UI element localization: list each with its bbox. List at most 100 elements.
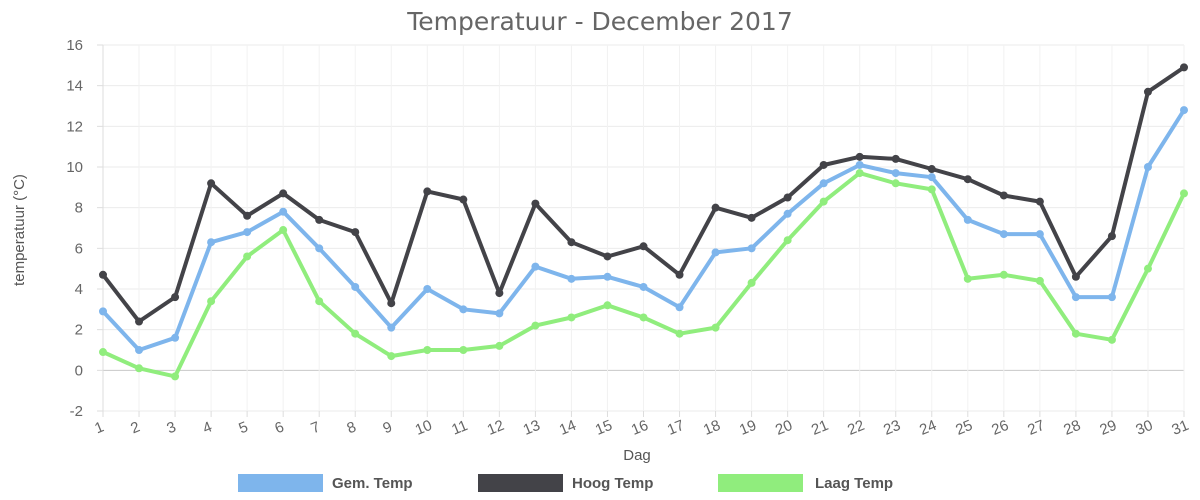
data-point[interactable] — [1071, 329, 1080, 338]
data-point[interactable] — [423, 285, 432, 293]
x-tick-label: 31 — [1169, 417, 1191, 439]
data-point[interactable] — [171, 372, 180, 381]
data-point[interactable] — [819, 197, 828, 206]
data-point[interactable] — [1071, 293, 1080, 302]
data-point[interactable] — [531, 199, 540, 208]
data-point[interactable] — [603, 272, 612, 281]
data-point[interactable] — [351, 282, 360, 291]
data-point[interactable] — [819, 160, 828, 169]
data-point[interactable] — [783, 209, 792, 218]
data-point[interactable] — [99, 348, 107, 357]
data-point[interactable] — [639, 242, 648, 251]
data-point[interactable] — [567, 238, 576, 247]
data-point[interactable] — [135, 346, 144, 354]
data-point[interactable] — [675, 303, 684, 312]
data-point[interactable] — [567, 274, 576, 283]
data-point[interactable] — [963, 274, 972, 283]
data-point[interactable] — [603, 301, 612, 310]
data-point[interactable] — [135, 364, 144, 373]
data-point[interactable] — [1143, 87, 1152, 96]
data-point[interactable] — [891, 169, 900, 178]
data-point[interactable] — [747, 244, 756, 253]
legend-item[interactable]: Hoog Temp — [478, 474, 653, 492]
data-point[interactable] — [999, 191, 1008, 200]
data-point[interactable] — [711, 248, 720, 257]
data-point[interactable] — [207, 238, 216, 247]
data-point[interactable] — [1180, 106, 1188, 115]
data-point[interactable] — [927, 165, 936, 174]
data-point[interactable] — [855, 152, 864, 161]
data-point[interactable] — [423, 187, 432, 196]
data-point[interactable] — [279, 189, 288, 198]
data-point[interactable] — [819, 179, 828, 188]
legend-swatch — [478, 474, 563, 492]
data-point[interactable] — [711, 203, 720, 212]
data-point[interactable] — [243, 211, 252, 220]
data-point[interactable] — [351, 228, 360, 237]
data-point[interactable] — [927, 173, 936, 182]
data-point[interactable] — [855, 169, 864, 178]
data-point[interactable] — [603, 252, 612, 261]
data-point[interactable] — [711, 323, 720, 332]
data-point[interactable] — [243, 228, 252, 237]
data-point[interactable] — [675, 329, 684, 338]
data-point[interactable] — [747, 213, 756, 222]
data-point[interactable] — [675, 270, 684, 279]
data-point[interactable] — [1143, 264, 1152, 273]
data-point[interactable] — [387, 352, 396, 361]
data-point[interactable] — [891, 154, 900, 163]
data-point[interactable] — [927, 185, 936, 194]
data-point[interactable] — [495, 289, 504, 298]
data-point[interactable] — [1180, 63, 1188, 72]
data-point[interactable] — [243, 252, 252, 261]
data-point[interactable] — [1107, 232, 1116, 241]
data-point[interactable] — [1071, 272, 1080, 281]
data-point[interactable] — [279, 207, 288, 216]
data-point[interactable] — [999, 270, 1008, 279]
data-point[interactable] — [315, 244, 324, 253]
data-point[interactable] — [351, 329, 360, 338]
data-point[interactable] — [207, 179, 216, 188]
data-point[interactable] — [315, 297, 324, 306]
x-tick-label: 1 — [92, 418, 106, 437]
data-point[interactable] — [459, 195, 468, 204]
data-point[interactable] — [531, 321, 540, 330]
data-point[interactable] — [1035, 230, 1044, 239]
data-point[interactable] — [1035, 197, 1044, 206]
data-point[interactable] — [1143, 163, 1152, 171]
data-point[interactable] — [99, 307, 107, 316]
data-point[interactable] — [963, 215, 972, 224]
data-point[interactable] — [963, 175, 972, 184]
data-point[interactable] — [1107, 335, 1116, 344]
data-point[interactable] — [495, 309, 504, 318]
data-point[interactable] — [1107, 293, 1116, 302]
data-point[interactable] — [639, 313, 648, 322]
data-point[interactable] — [855, 160, 864, 169]
data-point[interactable] — [459, 305, 468, 314]
data-point[interactable] — [387, 323, 396, 332]
data-point[interactable] — [171, 293, 180, 302]
data-point[interactable] — [783, 236, 792, 245]
data-point[interactable] — [891, 179, 900, 188]
data-point[interactable] — [639, 282, 648, 291]
data-point[interactable] — [135, 317, 144, 326]
data-point[interactable] — [1035, 276, 1044, 285]
data-point[interactable] — [747, 278, 756, 287]
data-point[interactable] — [99, 270, 107, 279]
legend-item[interactable]: Laag Temp — [718, 474, 893, 492]
data-point[interactable] — [1180, 189, 1188, 198]
data-point[interactable] — [999, 230, 1008, 239]
legend-item[interactable]: Gem. Temp — [238, 474, 413, 492]
data-point[interactable] — [567, 313, 576, 322]
x-tick-label: 5 — [236, 418, 250, 437]
data-point[interactable] — [387, 299, 396, 308]
data-point[interactable] — [279, 226, 288, 235]
data-point[interactable] — [207, 297, 216, 306]
data-point[interactable] — [783, 193, 792, 202]
data-point[interactable] — [423, 346, 432, 354]
data-point[interactable] — [315, 215, 324, 224]
data-point[interactable] — [171, 333, 180, 342]
data-point[interactable] — [459, 346, 468, 354]
data-point[interactable] — [495, 341, 504, 350]
data-point[interactable] — [531, 262, 540, 271]
